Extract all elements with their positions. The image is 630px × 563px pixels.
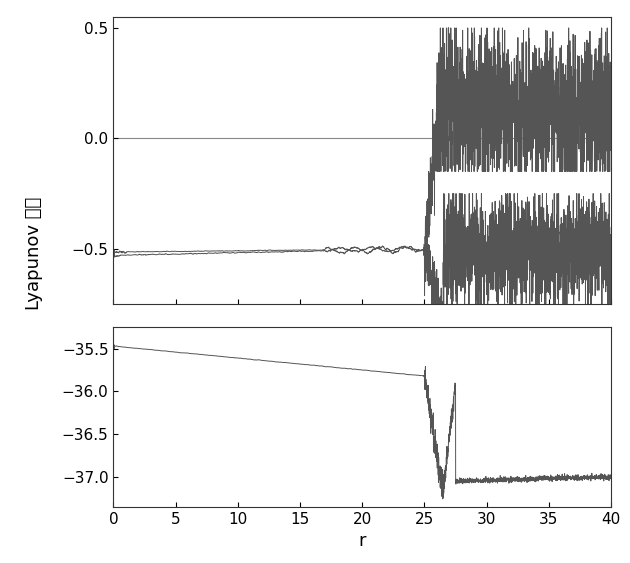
X-axis label: r: r bbox=[358, 532, 366, 550]
Text: Lyapunov 指数: Lyapunov 指数 bbox=[25, 196, 43, 310]
